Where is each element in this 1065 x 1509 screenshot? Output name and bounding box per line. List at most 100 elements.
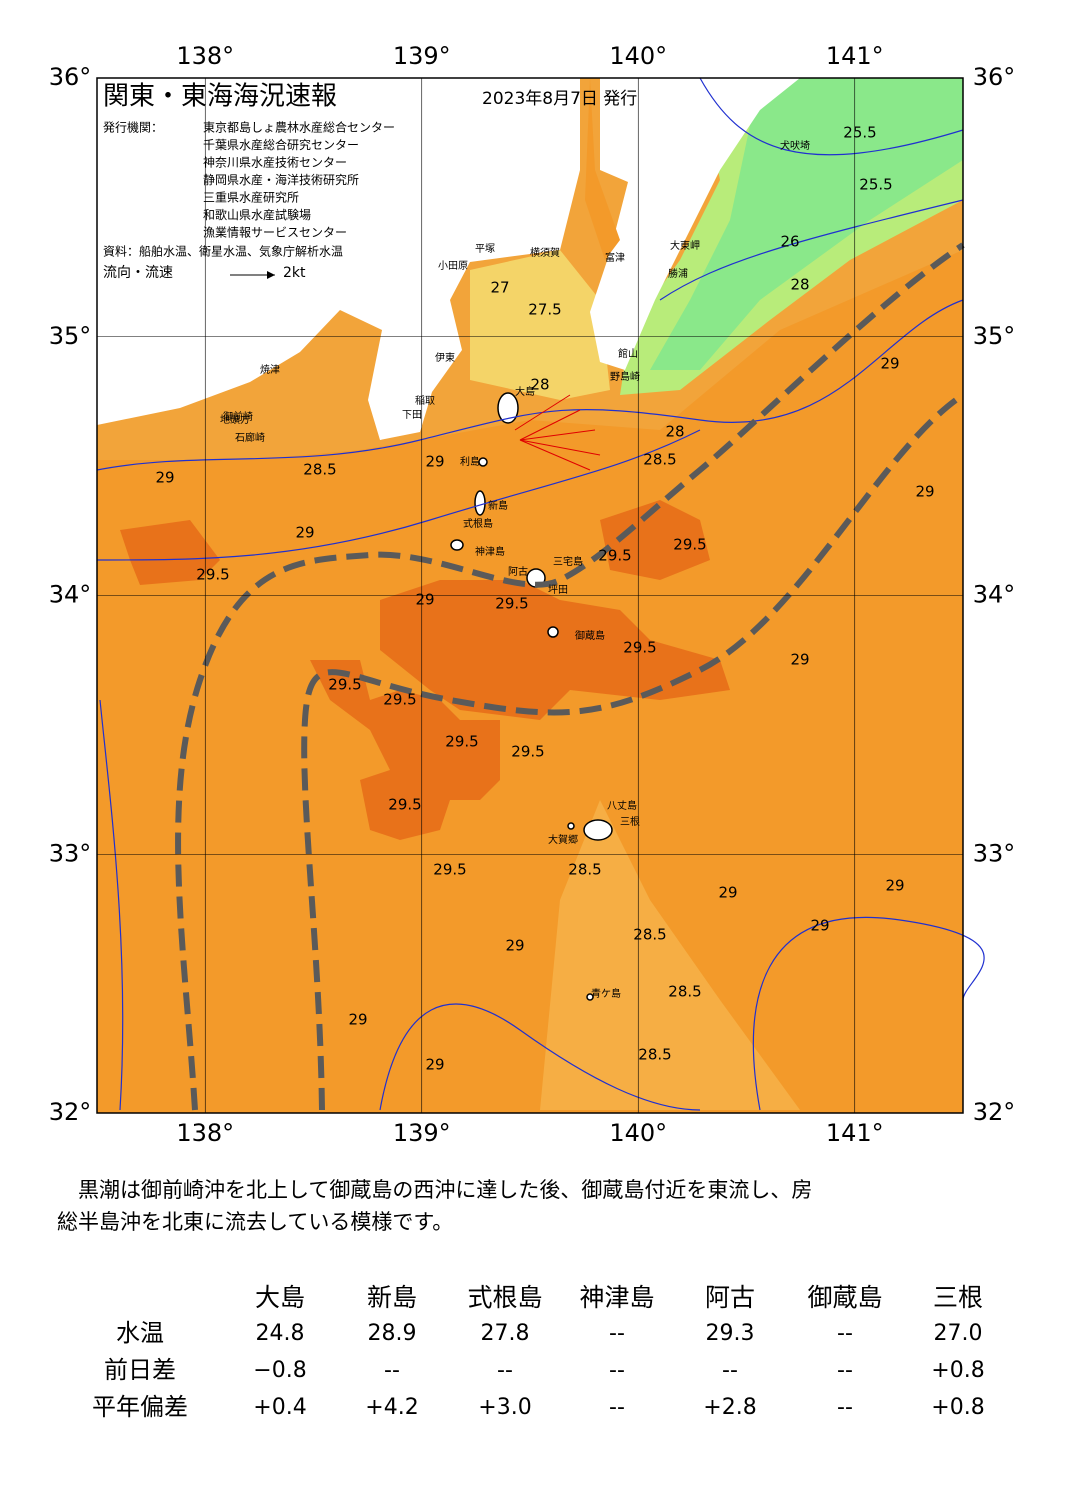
table-cell: -- <box>609 1395 625 1420</box>
lat-label: 33° <box>973 839 1016 867</box>
place-name: 御蔵島 <box>575 629 605 642</box>
sources: 資料：船舶水温、衛星水温、気象庁解析水温 <box>103 244 343 259</box>
lon-label: 141° <box>826 42 884 70</box>
kuroshio-axis <box>175 242 965 1111</box>
table-cell: -- <box>722 1358 738 1383</box>
table-cell: 29.3 <box>706 1321 755 1346</box>
table-cell: -- <box>609 1321 625 1346</box>
place-name: 青ケ島 <box>591 987 621 1000</box>
row-label: 平年偏差 <box>92 1393 188 1421</box>
row-label: 前日差 <box>104 1356 176 1384</box>
isotherm-label: 27.5 <box>528 301 561 319</box>
lat-label: 32° <box>973 1098 1016 1126</box>
place-name: 下田 <box>402 410 422 421</box>
issuer: 静岡県水産・海洋技術研究所 <box>203 172 359 187</box>
islands <box>450 392 613 1001</box>
isotherm-label: 29 <box>885 877 904 895</box>
place-name: 神津島 <box>475 545 505 558</box>
table-header: 式根島 <box>467 1283 542 1312</box>
place-name: 大島 <box>515 385 535 398</box>
legend-label: 流向・流速 <box>103 265 173 281</box>
place-name: 館山 <box>618 347 638 360</box>
isotherm-label: 29.5 <box>328 676 361 694</box>
isotherm-label: 29 <box>295 524 314 542</box>
isotherm-label: 29 <box>505 937 524 955</box>
place-name: 大賀郷 <box>548 833 578 846</box>
issuer: 漁業情報サービスセンター <box>203 226 347 240</box>
place-name: 地頭方 <box>220 413 250 426</box>
lon-label: 139° <box>393 42 451 70</box>
table-cell: +0.4 <box>253 1395 306 1420</box>
isotherm-label: 25.5 <box>859 176 892 194</box>
table-cell: -- <box>837 1395 853 1420</box>
place-name: 石廊崎 <box>235 431 265 444</box>
isotherm-label: 29.5 <box>445 733 478 751</box>
place-name: 勝浦 <box>668 267 688 280</box>
table-cell: +2.8 <box>703 1395 756 1420</box>
lon-label: 139° <box>393 1119 451 1147</box>
place-name: 利島 <box>460 455 480 468</box>
issuer: 東京都島しょ農林水産総合センター <box>203 120 395 135</box>
table-cell: -- <box>497 1358 513 1383</box>
place-name: 新島 <box>488 499 508 512</box>
table-cell: 27.0 <box>934 1321 983 1346</box>
tokyo-bay <box>585 78 620 260</box>
place-name: 野島崎 <box>610 370 640 383</box>
lat-label: 34° <box>49 581 92 609</box>
place-name: 稲取 <box>415 395 435 407</box>
issuer: 千葉県水産総合研究センター <box>203 137 359 152</box>
isotherm-label: 29 <box>415 591 434 609</box>
lat-label: 35° <box>973 322 1016 350</box>
table-header: 阿古 <box>705 1283 755 1312</box>
table-cell: 28.9 <box>368 1321 417 1346</box>
place-name: 小田原 <box>438 260 468 272</box>
isotherm-label: 29.5 <box>673 536 706 554</box>
lat-label: 36° <box>973 63 1016 91</box>
cool-water <box>540 800 800 1110</box>
table-cell: 27.8 <box>481 1321 530 1346</box>
table-cell: -- <box>609 1358 625 1383</box>
table-header: 三根 <box>933 1283 983 1312</box>
table-cell: -- <box>384 1358 400 1383</box>
cold-boso <box>650 78 963 370</box>
isotherm-label: 29.5 <box>598 547 631 565</box>
isotherm-label: 29.5 <box>623 639 656 657</box>
isotherm-label: 29 <box>810 917 829 935</box>
table-header: 大島 <box>255 1283 305 1312</box>
place-name: 犬吠埼 <box>780 139 810 152</box>
isotherm-label: 29.5 <box>433 861 466 879</box>
current-vectors <box>514 394 601 471</box>
isotherm-label: 29 <box>718 884 737 902</box>
lat-label: 35° <box>49 322 92 350</box>
place-name: 阿古 <box>508 565 528 578</box>
isotherms <box>96 77 985 1111</box>
isotherm-label: 28 <box>665 423 684 441</box>
land <box>97 78 580 440</box>
place-name: 御前崎 <box>223 410 253 423</box>
table-cell: +0.8 <box>931 1358 984 1383</box>
table-cell: -- <box>837 1321 853 1346</box>
land-boso <box>590 78 800 370</box>
lon-label: 141° <box>826 1119 884 1147</box>
isotherm-label: 25.5 <box>843 124 876 142</box>
isotherm-label: 27 <box>490 279 509 297</box>
lat-label: 32° <box>49 1098 92 1126</box>
issuer: 三重県水産研究所 <box>203 190 299 205</box>
isotherm-label: 29 <box>425 453 444 471</box>
title: 関東・東海海況速報 <box>103 82 337 112</box>
issuer-label: 発行機関： <box>103 120 163 135</box>
table-header: 新島 <box>367 1283 417 1312</box>
table-header: 御蔵島 <box>807 1283 882 1312</box>
isotherm-label: 28.5 <box>668 983 701 1001</box>
isotherm-label: 28.5 <box>638 1046 671 1064</box>
isotherm-label: 29 <box>790 651 809 669</box>
table-cell: +4.2 <box>365 1395 418 1420</box>
place-name: 坪田 <box>548 583 568 596</box>
table-header: 神津島 <box>579 1283 654 1312</box>
isotherm-label: 29.5 <box>383 691 416 709</box>
place-name: 富津 <box>605 251 625 264</box>
place-name: 平塚 <box>475 243 495 255</box>
place-name: 八丈島 <box>607 799 637 812</box>
